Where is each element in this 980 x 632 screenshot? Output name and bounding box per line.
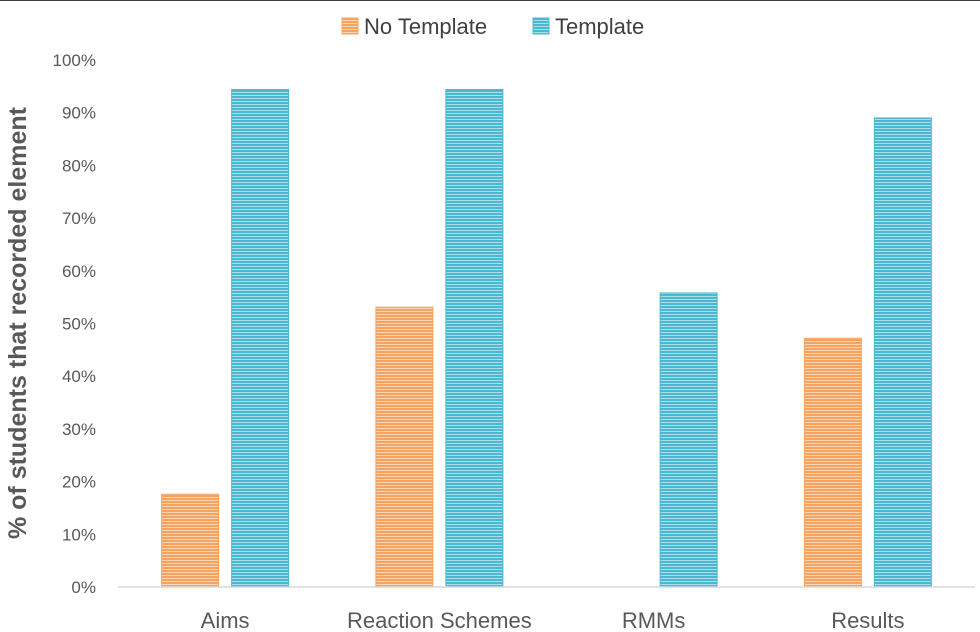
x-category-label: RMMs [622, 608, 686, 632]
x-category-label: Reaction Schemes [347, 608, 532, 632]
x-axis-categories: Aims Reaction Schemes RMMs Results [201, 608, 905, 632]
legend-label: No Template [364, 14, 487, 39]
y-tick-label: 30% [62, 420, 96, 439]
bar-template [873, 117, 932, 588]
y-tick-label: 10% [62, 525, 96, 544]
bars [161, 89, 932, 588]
bar-template [659, 292, 718, 588]
y-tick-label: 90% [62, 104, 96, 123]
x-category-label: Results [831, 608, 904, 632]
y-tick-label: 50% [62, 315, 96, 334]
y-tick-label: 0% [71, 578, 96, 597]
x-category-label: Aims [201, 608, 250, 632]
y-tick-label: 70% [62, 209, 96, 228]
legend: No Template Template [341, 14, 644, 39]
legend-swatch [532, 17, 550, 35]
y-tick-label: 80% [62, 156, 96, 175]
y-axis-ticks: 0% 10% 20% 30% 40% 50% 60% 70% 80% 90% 100% [53, 51, 96, 597]
bar-no-template [803, 337, 862, 588]
bar-template [445, 89, 504, 588]
bar-no-template [375, 306, 434, 588]
y-tick-label: 60% [62, 262, 96, 281]
y-tick-label: 20% [62, 473, 96, 492]
y-axis-label: % of students that recorded element [4, 106, 32, 539]
bar-no-template [161, 493, 220, 588]
y-tick-label: 40% [62, 367, 96, 386]
legend-swatch [341, 17, 359, 35]
y-tick-label: 100% [53, 51, 96, 70]
legend-label: Template [555, 14, 644, 39]
bar-template [231, 89, 290, 588]
